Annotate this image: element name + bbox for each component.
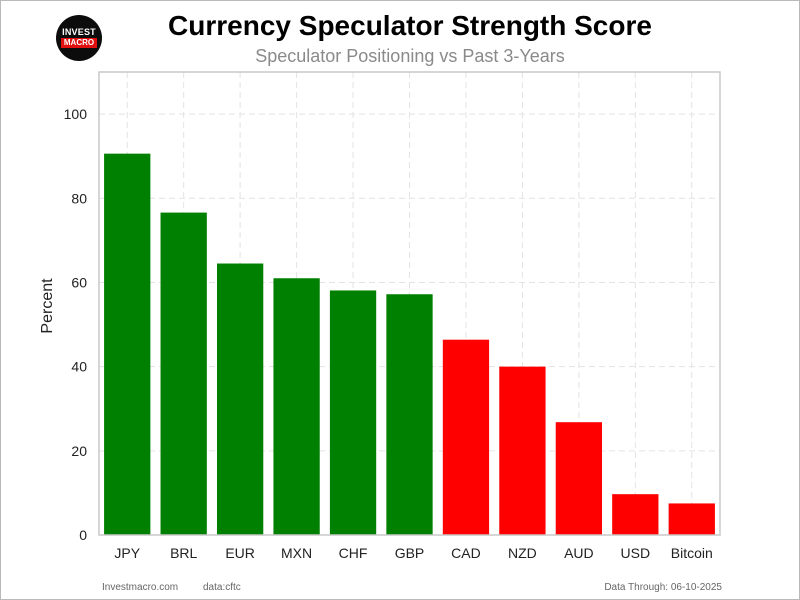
x-tick-label: JPY: [114, 545, 140, 561]
axes: 0 20 40 60 80 100 JPY BRL EUR MXN CHF GBP CAD NZD AUD U…: [64, 71, 721, 561]
bar-nzd: [499, 366, 546, 535]
bar-brl: [160, 212, 207, 536]
bar-bitcoin: [668, 503, 715, 535]
investmacro-logo: INVEST MACRO: [56, 15, 102, 61]
bar-aud: [555, 422, 603, 535]
bar-cad: [442, 339, 490, 535]
y-axis-label: Percent: [39, 278, 56, 334]
footer-site: Investmacro.com: [102, 582, 179, 593]
x-tick-label: USD: [621, 545, 651, 561]
bar-eur: [216, 263, 264, 535]
x-tick-label: CHF: [339, 545, 368, 561]
chart-subtitle: Speculator Positioning vs Past 3-Years: [255, 46, 565, 66]
x-tick-label: NZD: [508, 545, 537, 561]
x-tick-label: AUD: [564, 545, 594, 561]
y-tick-label: 20: [71, 443, 87, 459]
y-tick-label: 40: [71, 359, 87, 375]
logo-text-invest: INVEST: [62, 27, 96, 37]
x-tick-label: MXN: [281, 545, 312, 561]
bar-chf: [329, 290, 377, 535]
footer-data-through: Data Through: 06-10-2025: [604, 582, 722, 593]
bar-mxn: [273, 278, 320, 535]
x-tick-label: GBP: [395, 545, 425, 561]
plot-border: [98, 71, 721, 536]
x-tick-label: CAD: [451, 545, 481, 561]
x-tick-label: BRL: [170, 545, 197, 561]
x-tick-label: Bitcoin: [671, 545, 713, 561]
y-tick-label: 100: [64, 106, 88, 122]
y-tick-label: 0: [79, 527, 87, 543]
bar-usd: [612, 494, 659, 535]
y-tick-label: 80: [71, 190, 87, 206]
bar-gbp: [386, 294, 433, 535]
chart-title: Currency Speculator Strength Score: [168, 10, 652, 41]
footer-source: data:cftc: [203, 582, 241, 593]
y-tick-label: 60: [71, 274, 87, 290]
bar-jpy: [104, 153, 151, 535]
bars: [104, 153, 715, 536]
logo-text-macro: MACRO: [61, 38, 97, 48]
x-tick-label: EUR: [225, 545, 255, 561]
